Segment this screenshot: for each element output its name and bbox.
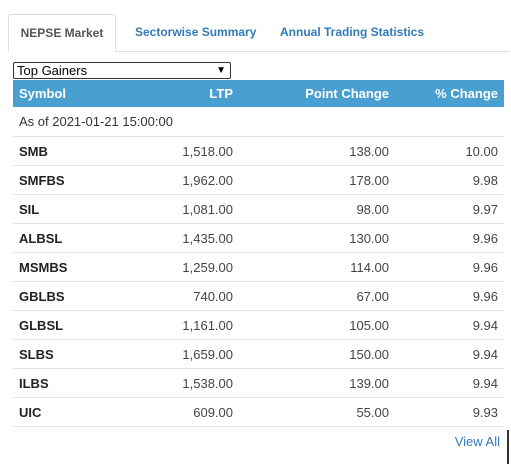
table-row: GBLBS 740.00 67.00 9.96 <box>13 281 504 311</box>
cell-pct-change: 9.93 <box>395 397 504 427</box>
cell-symbol[interactable]: SLBS <box>13 339 147 369</box>
cell-point-change: 150.00 <box>239 339 395 369</box>
table-row: SIL 1,081.00 98.00 9.97 <box>13 194 504 224</box>
table-row: GLBSL 1,161.00 105.00 9.94 <box>13 310 504 340</box>
cell-ltp: 1,518.00 <box>147 136 239 166</box>
table-row: ALBSL 1,435.00 130.00 9.96 <box>13 223 504 253</box>
table-row: ILBS 1,538.00 139.00 9.94 <box>13 368 504 398</box>
cell-symbol[interactable]: UIC <box>13 397 147 427</box>
cell-pct-change: 9.98 <box>395 165 504 195</box>
cell-symbol[interactable]: SMFBS <box>13 165 147 195</box>
cell-point-change: 138.00 <box>239 136 395 166</box>
table-row: SMFBS 1,962.00 178.00 9.98 <box>13 165 504 195</box>
table-row: MSMBS 1,259.00 114.00 9.96 <box>13 252 504 282</box>
scrollbar[interactable] <box>507 430 509 464</box>
cell-ltp: 740.00 <box>147 281 239 311</box>
market-filter-value: Top Gainers <box>17 63 88 78</box>
cell-pct-change: 10.00 <box>395 136 504 166</box>
tab-annual-trading-statistics[interactable]: Annual Trading Statistics <box>280 25 425 39</box>
cell-ltp: 1,962.00 <box>147 165 239 195</box>
column-header-symbol[interactable]: Symbol <box>13 80 147 107</box>
cell-point-change: 178.00 <box>239 165 395 195</box>
cell-point-change: 67.00 <box>239 281 395 311</box>
cell-pct-change: 9.96 <box>395 223 504 253</box>
as-of-row: As of 2021-01-21 15:00:00 <box>13 107 504 137</box>
market-filter-select[interactable]: Top Gainers ▼ <box>13 62 231 79</box>
table-header-row: Symbol LTP Point Change % Change <box>13 80 504 107</box>
cell-symbol[interactable]: GLBSL <box>13 310 147 340</box>
table-row: SLBS 1,659.00 150.00 9.94 <box>13 339 504 369</box>
view-all-link[interactable]: View All <box>454 434 500 449</box>
cell-symbol[interactable]: GBLBS <box>13 281 147 311</box>
cell-point-change: 130.00 <box>239 223 395 253</box>
cell-pct-change: 9.96 <box>395 281 504 311</box>
table-row: UIC 609.00 55.00 9.93 <box>13 397 504 427</box>
column-header-ltp[interactable]: LTP <box>147 80 239 107</box>
tab-nepse-market[interactable]: NEPSE Market <box>8 14 116 52</box>
tab-sectorwise-summary[interactable]: Sectorwise Summary <box>135 25 257 39</box>
cell-symbol[interactable]: SMB <box>13 136 147 166</box>
cell-pct-change: 9.97 <box>395 194 504 224</box>
cell-ltp: 609.00 <box>147 397 239 427</box>
top-gainers-table: Symbol LTP Point Change % Change As of 2… <box>13 80 504 427</box>
cell-ltp: 1,435.00 <box>147 223 239 253</box>
cell-pct-change: 9.94 <box>395 310 504 340</box>
cell-point-change: 55.00 <box>239 397 395 427</box>
table-row: SMB 1,518.00 138.00 10.00 <box>13 136 504 166</box>
cell-point-change: 114.00 <box>239 252 395 282</box>
cell-point-change: 105.00 <box>239 310 395 340</box>
cell-symbol[interactable]: ALBSL <box>13 223 147 253</box>
cell-ltp: 1,659.00 <box>147 339 239 369</box>
column-header-pct-change[interactable]: % Change <box>395 80 504 107</box>
cell-pct-change: 9.94 <box>395 368 504 398</box>
cell-ltp: 1,538.00 <box>147 368 239 398</box>
market-tabs: NEPSE Market Sectorwise Summary Annual T… <box>8 14 510 52</box>
chevron-down-icon: ▼ <box>216 65 226 76</box>
cell-pct-change: 9.94 <box>395 339 504 369</box>
cell-ltp: 1,259.00 <box>147 252 239 282</box>
cell-symbol[interactable]: ILBS <box>13 368 147 398</box>
column-header-point-change[interactable]: Point Change <box>239 80 395 107</box>
cell-symbol[interactable]: MSMBS <box>13 252 147 282</box>
cell-point-change: 98.00 <box>239 194 395 224</box>
cell-point-change: 139.00 <box>239 368 395 398</box>
cell-ltp: 1,161.00 <box>147 310 239 340</box>
cell-symbol[interactable]: SIL <box>13 194 147 224</box>
cell-ltp: 1,081.00 <box>147 194 239 224</box>
as-of-timestamp: As of 2021-01-21 15:00:00 <box>13 107 504 137</box>
cell-pct-change: 9.96 <box>395 252 504 282</box>
